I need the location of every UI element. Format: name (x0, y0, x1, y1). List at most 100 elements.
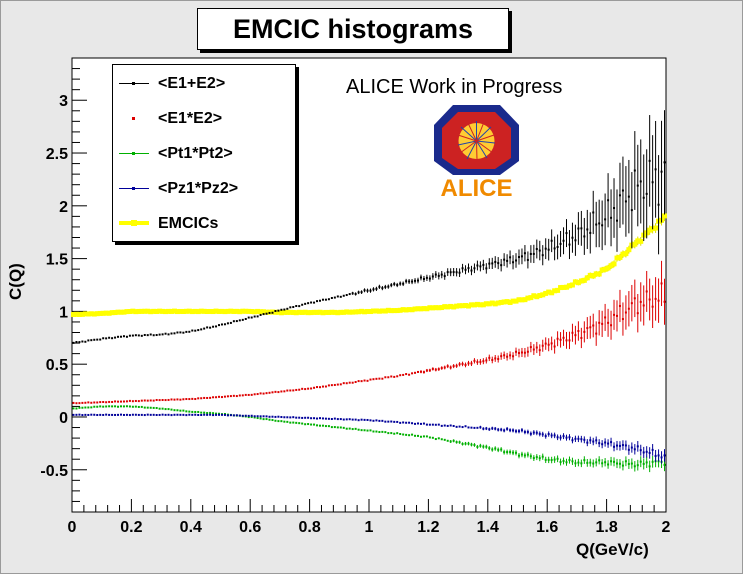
data-point (399, 433, 402, 436)
data-point (547, 248, 550, 251)
data-point (517, 430, 520, 433)
data-point (241, 414, 244, 417)
data-point (604, 441, 607, 444)
data-point (93, 405, 96, 408)
data-point (568, 459, 571, 462)
data-point (161, 399, 164, 402)
data-point (535, 346, 538, 349)
y-tick-label: 2.5 (46, 146, 68, 163)
data-point (428, 436, 431, 439)
data-point (626, 247, 632, 253)
data-point (304, 302, 307, 305)
data-point (620, 251, 626, 257)
legend-marker-icon (132, 152, 135, 155)
data-point (491, 358, 494, 361)
legend-marker-icon (131, 220, 137, 226)
data-point (134, 413, 137, 416)
data-point (296, 309, 302, 315)
data-point (417, 434, 420, 437)
data-point (176, 409, 179, 412)
data-point (653, 225, 659, 231)
data-point (512, 451, 515, 454)
data-point (96, 401, 99, 404)
data-point (259, 313, 262, 316)
data-point (379, 308, 385, 314)
data-point (262, 415, 265, 418)
data-point (275, 309, 281, 315)
data-point (394, 308, 400, 314)
data-point (117, 413, 120, 416)
data-point (194, 410, 197, 413)
data-point (277, 391, 280, 394)
data-point (506, 427, 509, 430)
data-point (615, 462, 618, 465)
data-point (253, 415, 256, 418)
data-point (523, 351, 526, 354)
data-point (369, 289, 372, 292)
data-point (369, 378, 372, 381)
data-point (333, 296, 336, 299)
data-point (537, 293, 543, 299)
data-point (657, 454, 660, 457)
data-point (238, 319, 241, 322)
data-point (408, 434, 411, 437)
data-point (618, 462, 621, 465)
data-point (76, 311, 82, 317)
data-point (90, 413, 93, 416)
data-point (531, 293, 537, 299)
data-point (482, 360, 485, 363)
data-point (497, 428, 500, 431)
data-point (618, 194, 621, 197)
data-point (506, 259, 509, 262)
data-point (378, 419, 381, 422)
data-point (437, 368, 440, 371)
data-point (125, 335, 128, 338)
data-point (164, 408, 167, 411)
data-point (200, 328, 203, 331)
data-point (366, 429, 369, 432)
data-point (321, 298, 324, 301)
data-point (561, 284, 567, 290)
data-point (464, 363, 467, 366)
data-point (237, 309, 243, 315)
data-point (253, 393, 256, 396)
data-point (651, 181, 654, 184)
data-point (427, 305, 433, 311)
data-point (203, 396, 206, 399)
data-point (503, 354, 506, 357)
data-point (161, 333, 164, 336)
data-point (473, 359, 476, 362)
data-point (494, 357, 497, 360)
data-point (550, 434, 553, 437)
data-point (206, 326, 209, 329)
data-point (645, 290, 648, 293)
data-point (430, 305, 436, 311)
data-point (354, 427, 357, 430)
data-point (480, 302, 486, 308)
data-point (142, 308, 148, 314)
data-point (102, 413, 105, 416)
data-point (81, 401, 84, 404)
data-point (265, 415, 268, 418)
data-point (489, 300, 495, 306)
data-point (226, 395, 229, 398)
data-point (535, 456, 538, 459)
data-point (206, 396, 209, 399)
data-point (562, 336, 565, 339)
data-point (565, 232, 568, 235)
data-point (538, 249, 541, 252)
data-point (170, 398, 173, 401)
data-point (262, 392, 265, 395)
data-point (157, 308, 163, 314)
data-point (532, 457, 535, 460)
data-point (486, 301, 492, 307)
data-point (179, 409, 182, 412)
data-point (332, 309, 338, 315)
data-point (627, 307, 630, 310)
data-point (336, 295, 339, 298)
data-point (595, 461, 598, 464)
data-point (240, 308, 246, 314)
data-point (615, 444, 618, 447)
data-point (515, 451, 518, 454)
data-point (363, 418, 366, 421)
